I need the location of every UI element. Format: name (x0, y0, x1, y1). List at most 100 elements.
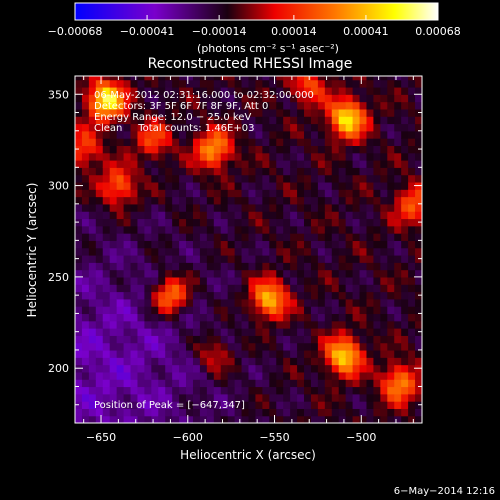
heatmap-cell (179, 76, 187, 81)
heatmap-cell (123, 335, 132, 344)
heatmap-cell (366, 401, 375, 409)
heatmap-cell (186, 298, 194, 307)
heatmap-cell (255, 342, 263, 351)
heatmap-cell (151, 116, 159, 125)
heatmap-cell (380, 364, 388, 373)
heatmap-cell (172, 79, 180, 88)
heatmap-cell (179, 349, 187, 358)
heatmap-cell (359, 393, 368, 402)
heatmap-cell (366, 328, 375, 336)
heatmap-cell (241, 225, 250, 234)
heatmap-cell (283, 240, 291, 249)
heatmap-cell (241, 174, 250, 183)
heatmap-cell (206, 189, 215, 198)
heatmap-cell (123, 371, 132, 380)
heatmap-cell (366, 130, 375, 139)
heatmap-cell (262, 269, 270, 278)
heatmap-cell (116, 313, 125, 322)
heatmap-cell (206, 415, 215, 423)
heatmap-cell (199, 116, 208, 125)
heatmap-cell (109, 371, 118, 380)
heatmap-cell (158, 276, 166, 285)
heatmap-cell (310, 335, 319, 344)
heatmap-cell (172, 218, 180, 227)
heatmap-cell (324, 328, 333, 336)
heatmap-cell (220, 335, 229, 344)
heatmap-cell (338, 393, 347, 402)
heatmap-cell (151, 211, 159, 220)
heatmap-cell (387, 196, 395, 205)
heatmap-cell (151, 291, 159, 300)
heatmap-cell (304, 379, 312, 388)
heatmap-cell (283, 145, 291, 154)
heatmap-cell (304, 167, 312, 176)
heatmap-cell (88, 138, 97, 146)
heatmap-cell (359, 298, 368, 307)
heatmap-cell (158, 254, 166, 263)
heatmap-cell (227, 145, 236, 154)
heatmap-cell (165, 320, 173, 329)
heatmap-cell (338, 189, 347, 198)
heatmap-cell (241, 379, 250, 388)
heatmap-cell (255, 401, 263, 409)
heatmap-cell (192, 269, 201, 278)
heatmap-cell (172, 86, 180, 95)
heatmap-cell (304, 211, 312, 220)
heatmap-cell (130, 349, 139, 358)
heatmap-cell (192, 276, 201, 285)
heatmap-cell (373, 262, 381, 271)
heatmap-cell (283, 393, 291, 402)
heatmap-cell (192, 233, 201, 241)
heatmap-cell (317, 247, 326, 256)
heatmap-cell (255, 240, 263, 249)
heatmap-cell (130, 181, 139, 190)
heatmap-cell (172, 284, 180, 293)
heatmap-cell (380, 79, 388, 88)
heatmap-cell (373, 101, 381, 110)
heatmap-cell (262, 408, 270, 417)
heatmap-cell (213, 364, 222, 373)
heatmap-cell (144, 225, 152, 234)
heatmap-cell (199, 306, 208, 315)
heatmap-cell (297, 240, 305, 249)
heatmap-cell (179, 160, 187, 168)
heatmap-cell (345, 189, 354, 198)
heatmap-cell (123, 364, 132, 373)
heatmap-cell (186, 415, 194, 423)
heatmap-cell (255, 313, 263, 322)
heatmap-cell (199, 123, 208, 132)
heatmap-cell (95, 247, 104, 256)
heatmap-cell (165, 108, 173, 117)
heatmap-cell (415, 342, 422, 351)
heatmap-cell (380, 386, 388, 395)
heatmap-cell (394, 393, 402, 402)
heatmap-cell (109, 320, 118, 329)
heatmap-cell (186, 386, 194, 395)
heatmap-cell (269, 364, 277, 373)
heatmap-cell (130, 108, 139, 117)
heatmap-cell (192, 203, 201, 212)
heatmap-cell (144, 269, 152, 278)
heatmap-cell (345, 364, 354, 373)
heatmap-cell (297, 357, 305, 366)
heatmap-cell (366, 349, 375, 358)
heatmap-cell (206, 167, 215, 176)
heatmap-cell (234, 371, 243, 380)
heatmap-cell (317, 379, 326, 388)
heatmap-cell (241, 408, 250, 417)
heatmap-cell (304, 130, 312, 139)
heatmap-cell (317, 408, 326, 417)
heatmap-cell (172, 240, 180, 249)
heatmap-cell (158, 196, 166, 205)
heatmap-cell (408, 269, 416, 278)
heatmap-cell (408, 284, 416, 293)
heatmap-cell (220, 94, 229, 103)
heatmap-cell (102, 401, 111, 409)
heatmap-cell (248, 291, 257, 300)
heatmap-cell (380, 211, 388, 220)
heatmap-cell (408, 306, 416, 315)
heatmap-cell (297, 225, 305, 234)
heatmap-cell (310, 393, 319, 402)
heatmap-cell (227, 116, 236, 125)
heatmap-cell (345, 108, 354, 117)
